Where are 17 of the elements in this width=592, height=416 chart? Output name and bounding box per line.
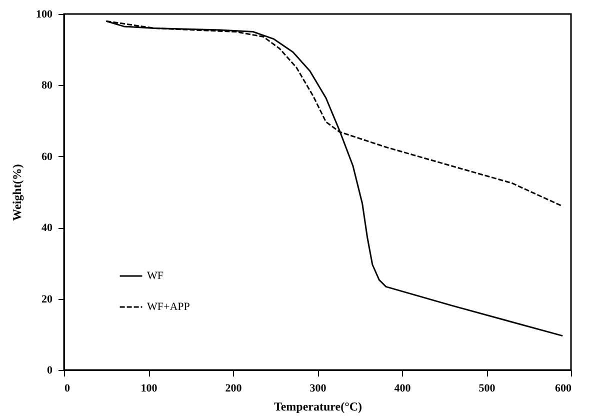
legend-label: WF+APP <box>147 301 190 313</box>
x-tick-label: 100 <box>140 382 158 394</box>
y-tick-label: 20 <box>42 293 53 306</box>
x-tick-label: 300 <box>310 382 327 394</box>
y-axis-title: Weight(%) <box>10 164 24 221</box>
x-tick-label: 500 <box>478 382 496 394</box>
x-tick-label: 600 <box>555 382 572 394</box>
y-tick-label: 0 <box>47 364 53 376</box>
y-tick-label: 60 <box>42 150 53 163</box>
x-tick-label: 400 <box>394 382 412 394</box>
x-axis-title: Temperature(°C) <box>274 400 362 414</box>
y-tick-label: 80 <box>42 80 53 92</box>
y-tick-label: 40 <box>42 222 53 234</box>
legend-label: WF <box>147 270 164 282</box>
x-tick-label: 200 <box>225 382 242 394</box>
y-tick-label: 100 <box>36 8 53 20</box>
x-tick-label: 0 <box>64 382 70 394</box>
